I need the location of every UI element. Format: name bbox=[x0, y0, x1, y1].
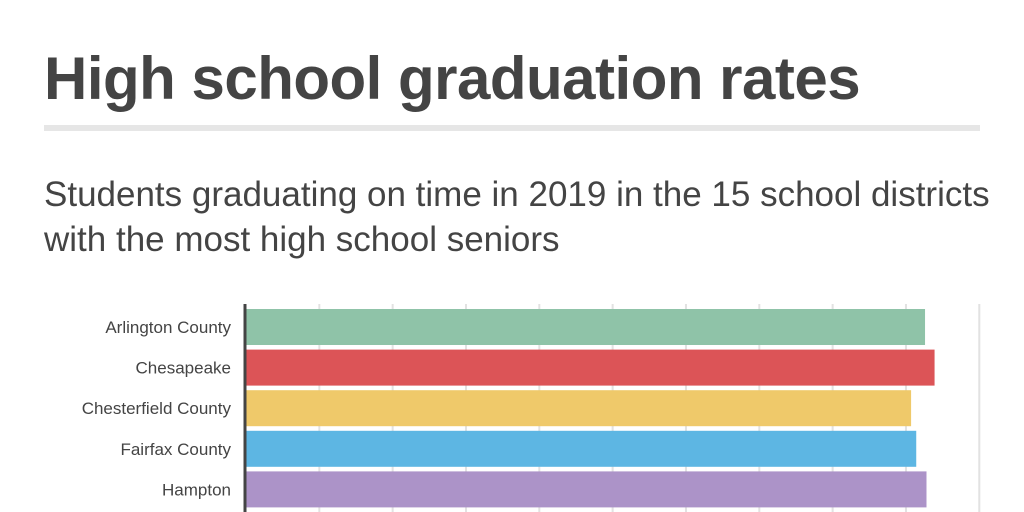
category-label: Arlington County bbox=[105, 318, 231, 337]
category-label: Fairfax County bbox=[120, 440, 231, 459]
chart-subtitle: Students graduating on time in 2019 in t… bbox=[44, 175, 990, 259]
category-label: Chesterfield County bbox=[82, 399, 232, 418]
bar bbox=[246, 471, 927, 508]
bar bbox=[246, 390, 912, 427]
bar bbox=[246, 430, 917, 467]
bar bbox=[246, 349, 935, 386]
bar bbox=[246, 309, 926, 345]
category-label: Chesapeake bbox=[136, 359, 231, 378]
chart-title: High school graduation rates bbox=[44, 45, 861, 112]
title-divider bbox=[44, 125, 980, 131]
category-label: Hampton bbox=[162, 480, 231, 499]
